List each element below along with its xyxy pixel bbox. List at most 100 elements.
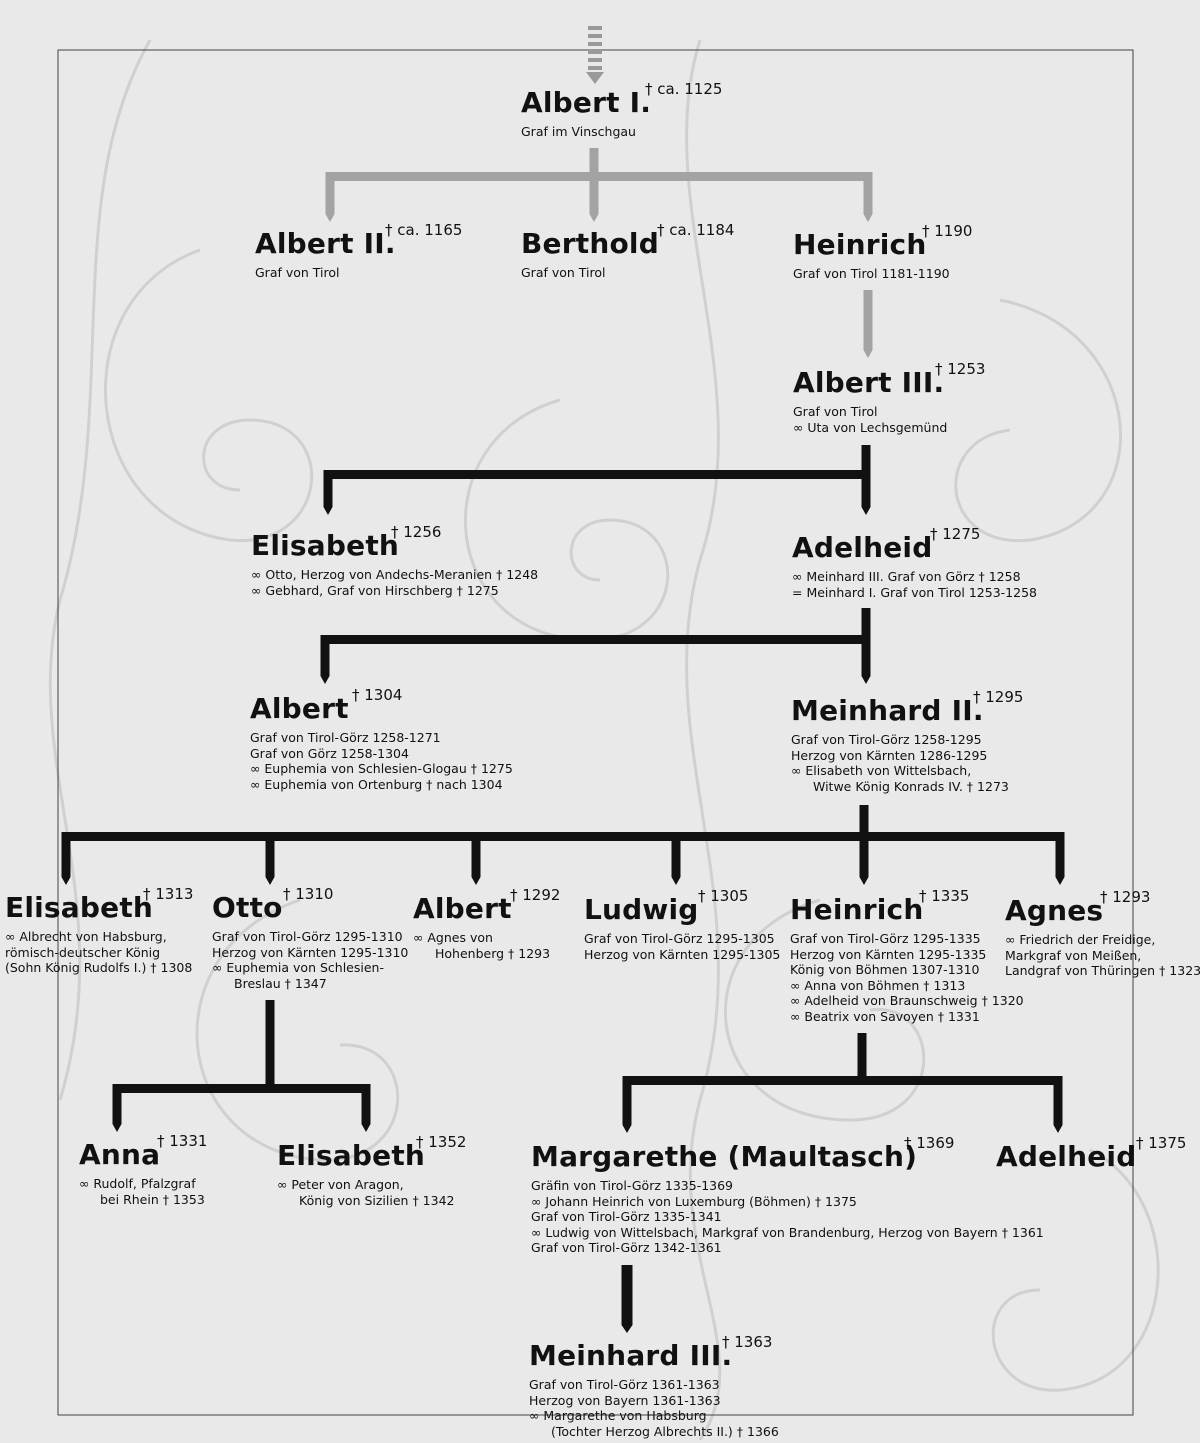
bar <box>320 635 871 644</box>
drop <box>861 470 871 515</box>
person-detail: ∞ Friedrich der Freidige, <box>1005 932 1156 947</box>
person-name: Berthold <box>521 227 659 260</box>
person-detail: (Tochter Herzog Albrechts II.) † 1366 <box>551 1423 779 1439</box>
person-detail: ∞ Uta von Lechsgemünd <box>793 419 948 435</box>
person-name: Albert II. <box>255 227 396 260</box>
person-detail: ∞ Rudolf, Pfalzgraf <box>79 1176 196 1191</box>
person-detail: ∞ Meinhard III. Graf von Görz † 1258 <box>792 569 1021 584</box>
death-date: † ca. 1165 <box>385 221 463 239</box>
drop <box>323 470 333 515</box>
death-date: † 1304 <box>352 686 403 704</box>
drop <box>471 832 481 885</box>
death-date: † 1293 <box>1100 888 1151 906</box>
person-detail: ∞ Gebhard, Graf von Hirschberg † 1275 <box>251 582 499 598</box>
person-detail: ∞ Anna von Böhmen † 1313 <box>790 977 966 993</box>
drop <box>1053 1076 1063 1133</box>
person-detail: ∞ Euphemia von Schlesien-Glogau † 1275 <box>250 761 513 776</box>
person-name: Elisabeth <box>5 891 154 924</box>
death-date: † 1292 <box>510 886 561 904</box>
person-name: Heinrich <box>790 893 924 926</box>
death-date: † 1352 <box>416 1133 467 1151</box>
person-detail: (Sohn König Rudolfs I.) † 1308 <box>5 960 193 975</box>
death-date: † ca. 1125 <box>645 80 723 98</box>
person-detail: ∞ Ludwig von Wittelsbach, Markgraf von B… <box>531 1224 1044 1240</box>
person-detail: Graf von Tirol-Görz 1258-1295 <box>791 732 982 747</box>
drop <box>320 635 330 684</box>
death-date: † 1363 <box>722 1333 773 1351</box>
drop <box>361 1084 371 1132</box>
person-name: Agnes <box>1005 894 1104 927</box>
person-detail: König von Böhmen 1307-1310 <box>790 962 980 977</box>
person-name: Otto <box>212 891 283 924</box>
person-name: Margarethe (Maultasch) <box>531 1140 918 1173</box>
person-name: Elisabeth <box>251 529 400 562</box>
drop <box>861 635 871 684</box>
drop <box>1055 832 1065 885</box>
person-detail: Graf im Vinschgau <box>521 124 636 139</box>
stem <box>859 805 869 841</box>
bar <box>112 1084 371 1093</box>
person-detail: ∞ Euphemia von Schlesien- <box>212 960 384 975</box>
death-date: † 1275 <box>930 525 981 543</box>
person-name: Adelheid <box>792 531 933 564</box>
death-date: † 1331 <box>157 1132 208 1150</box>
person-detail: ∞ Otto, Herzog von Andechs-Meranien † 12… <box>251 567 539 582</box>
person-detail: Hohenberg † 1293 <box>435 945 551 961</box>
stem <box>857 1033 867 1085</box>
background-swirls <box>48 39 1160 1441</box>
person-detail: Graf von Tirol-Görz 1335-1341 <box>531 1209 722 1224</box>
person-detail: Graf von Tirol <box>521 265 606 280</box>
person-detail: ∞ Beatrix von Savoyen † 1331 <box>790 1008 980 1024</box>
death-date: † 1256 <box>391 523 442 541</box>
person-detail: ∞ Margarethe von Habsburg <box>529 1408 707 1423</box>
person-name: Albert I. <box>521 86 652 119</box>
person-detail: ∞ Euphemia von Ortenburg † nach 1304 <box>250 776 503 792</box>
death-date: † 1295 <box>973 688 1024 706</box>
drop <box>112 1084 122 1132</box>
person-detail: Graf von Görz 1258-1304 <box>250 745 409 761</box>
drop <box>863 172 873 222</box>
person-detail: bei Rhein † 1353 <box>100 1191 205 1207</box>
person-name: Meinhard II. <box>791 694 984 727</box>
person-name: Albert <box>250 692 349 725</box>
person-detail: Graf von Tirol-Görz 1295-1305 <box>584 931 775 946</box>
person-detail: Herzog von Kärnten 1295-1310 <box>212 944 409 960</box>
person-detail: Landgraf von Thüringen † 1323 <box>1005 963 1200 978</box>
drop <box>325 172 335 222</box>
stem <box>861 445 871 479</box>
person-detail: König von Sizilien † 1342 <box>299 1192 455 1208</box>
top-arrow <box>586 26 604 84</box>
person-name: Albert III. <box>793 366 945 399</box>
bar <box>61 832 1065 841</box>
drop <box>671 832 681 885</box>
person-detail: Graf von Tirol <box>793 404 878 419</box>
person-detail: Herzog von Bayern 1361-1363 <box>529 1392 721 1408</box>
person-detail: ∞ Agnes von <box>413 930 493 945</box>
person-detail: Herzog von Kärnten 1286-1295 <box>791 747 988 763</box>
person-detail: Herzog von Kärnten 1295-1335 <box>790 946 987 962</box>
person-detail: Graf von Tirol 1181-1190 <box>793 266 950 281</box>
person-detail: Graf von Tirol-Görz 1258-1271 <box>250 730 441 745</box>
person-name: Albert <box>413 892 512 925</box>
drop <box>859 832 869 885</box>
person-name: Anna <box>79 1138 161 1171</box>
death-date: † 1305 <box>698 887 749 905</box>
person-detail: Graf von Tirol <box>255 265 340 280</box>
person-detail: Markgraf von Meißen, <box>1005 947 1142 963</box>
person-detail: ∞ Albrecht von Habsburg, <box>5 929 167 944</box>
death-date: † ca. 1184 <box>657 221 735 239</box>
connector-black <box>61 445 1065 1333</box>
person-name: Meinhard III. <box>529 1339 733 1372</box>
drop <box>61 832 71 885</box>
person-name: Heinrich <box>793 228 927 261</box>
person-detail: ∞ Elisabeth von Wittelsbach, <box>791 763 972 778</box>
bar <box>622 1076 1063 1085</box>
drop <box>863 290 873 358</box>
stem <box>265 1000 275 1093</box>
person-name: Adelheid <box>996 1140 1137 1173</box>
person-detail: = Meinhard I. Graf von Tirol 1253-1258 <box>792 584 1037 600</box>
death-date: † 1190 <box>922 222 973 240</box>
drop <box>265 832 275 885</box>
person-detail: ∞ Adelheid von Braunschweig † 1320 <box>790 993 1024 1008</box>
